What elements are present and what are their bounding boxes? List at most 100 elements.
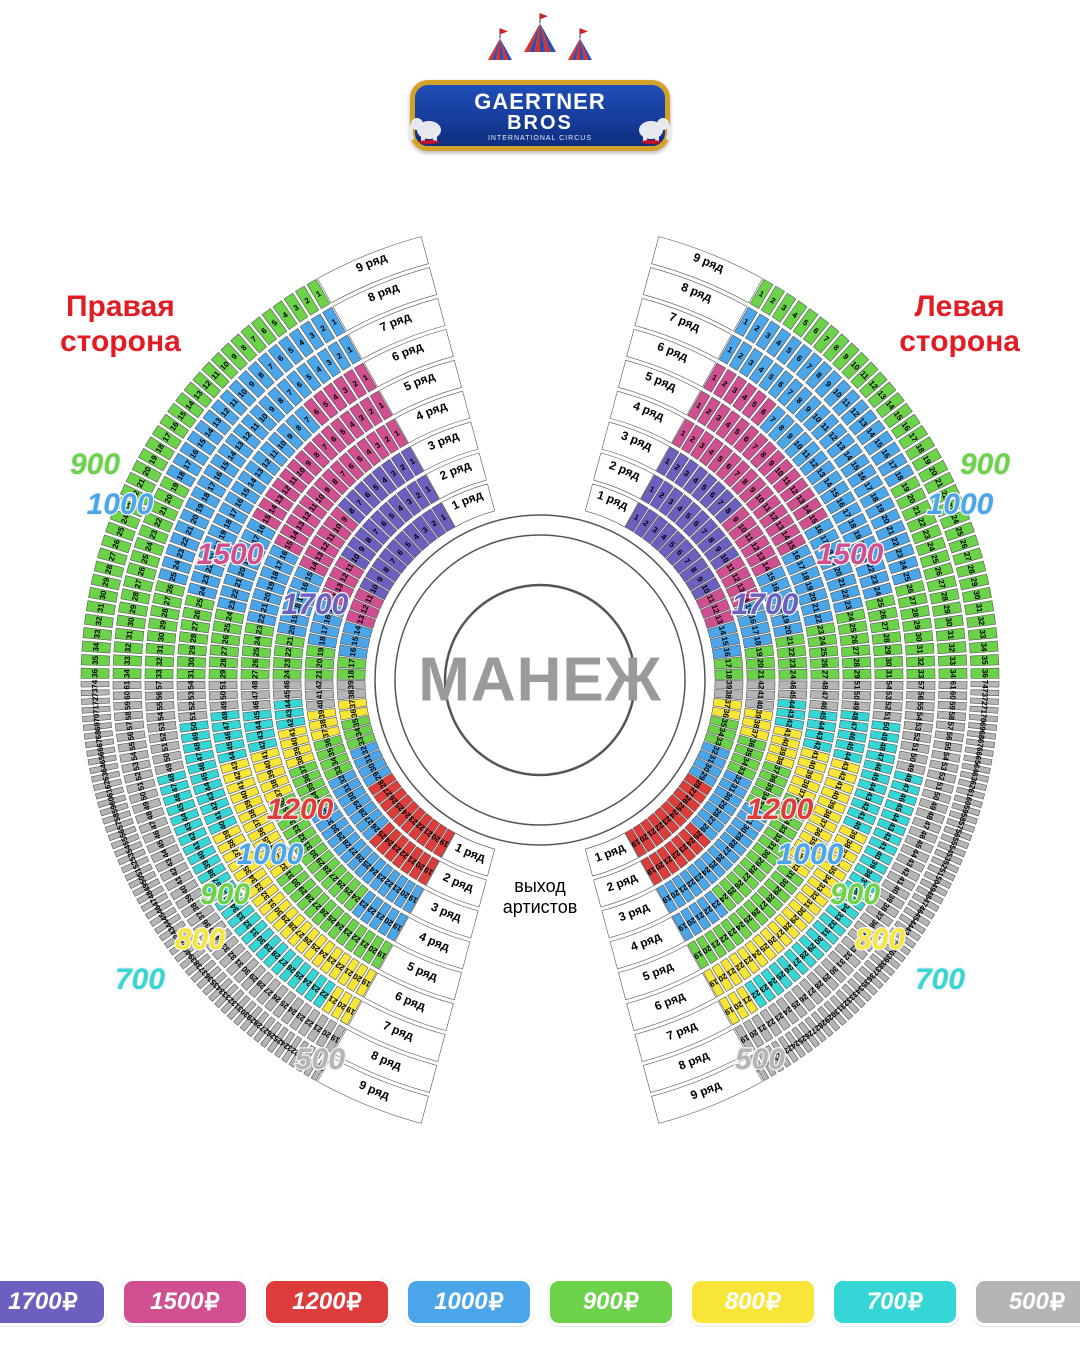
svg-text:58: 58 [947, 711, 957, 721]
arena-label: МАНЕЖ [418, 645, 662, 716]
svg-text:71: 71 [979, 705, 989, 715]
svg-text:48: 48 [820, 681, 829, 691]
svg-text:32: 32 [94, 615, 104, 626]
svg-text:51: 51 [882, 711, 892, 721]
svg-text:32: 32 [947, 643, 957, 653]
svg-text:52: 52 [187, 700, 197, 710]
svg-text:54: 54 [129, 751, 140, 762]
svg-text:33: 33 [92, 629, 102, 639]
svg-text:48: 48 [850, 711, 860, 721]
price-label-800: 800 [855, 923, 905, 957]
svg-text:59: 59 [123, 700, 133, 710]
svg-text:45: 45 [788, 690, 798, 700]
svg-text:46: 46 [847, 731, 858, 742]
svg-text:50: 50 [908, 752, 919, 763]
svg-text:30: 30 [156, 632, 166, 642]
svg-text:30: 30 [944, 617, 954, 628]
logo-plaque: GAERTNER BROS INTERNATIONAL CIRCUS [410, 80, 670, 151]
svg-text:54: 54 [914, 711, 924, 721]
svg-text:21: 21 [314, 669, 323, 679]
price-label-500: 500 [735, 1043, 785, 1077]
price-label-800: 800 [175, 923, 225, 957]
svg-text:49: 49 [879, 731, 889, 742]
price-label-700: 700 [915, 963, 965, 997]
svg-text:36: 36 [980, 669, 989, 679]
svg-text:31: 31 [125, 629, 135, 639]
svg-text:46: 46 [788, 680, 797, 690]
svg-text:29: 29 [187, 645, 197, 655]
svg-text:53: 53 [913, 722, 923, 732]
logo-line2: BROS [425, 113, 655, 133]
svg-text:51: 51 [218, 680, 227, 690]
svg-text:51: 51 [160, 742, 171, 753]
svg-text:40: 40 [755, 700, 765, 710]
svg-text:43: 43 [786, 709, 796, 720]
svg-text:60: 60 [123, 690, 132, 700]
svg-text:57: 57 [154, 680, 163, 690]
svg-text:56: 56 [155, 690, 164, 700]
svg-text:27: 27 [820, 670, 829, 680]
svg-text:46: 46 [819, 700, 829, 710]
svg-text:72: 72 [980, 696, 989, 706]
svg-text:43: 43 [255, 730, 266, 741]
svg-text:48: 48 [192, 741, 203, 752]
svg-text:55: 55 [155, 701, 165, 711]
svg-text:32: 32 [123, 642, 133, 652]
svg-text:51: 51 [852, 681, 861, 691]
price-label-900: 900 [830, 878, 880, 912]
svg-text:39: 39 [346, 680, 355, 690]
svg-text:28: 28 [219, 657, 229, 667]
svg-text:61: 61 [122, 680, 131, 690]
svg-text:49: 49 [190, 731, 200, 742]
svg-text:56: 56 [126, 731, 136, 742]
svg-text:33: 33 [948, 656, 957, 666]
svg-text:57: 57 [125, 720, 135, 730]
price-label-1200: 1200 [267, 793, 334, 827]
svg-text:26: 26 [221, 634, 231, 645]
svg-text:24: 24 [788, 670, 797, 680]
svg-text:22: 22 [786, 647, 796, 657]
svg-text:24: 24 [282, 669, 291, 679]
stage: GAERTNER BROS INTERNATIONAL CIRCUS Права… [0, 0, 1080, 1350]
svg-text:33: 33 [154, 669, 163, 679]
svg-text:55: 55 [915, 701, 925, 711]
svg-text:22: 22 [284, 647, 294, 657]
svg-text:48: 48 [877, 741, 888, 752]
svg-text:33: 33 [916, 669, 925, 679]
svg-text:20: 20 [756, 658, 766, 668]
svg-text:54: 54 [186, 680, 195, 690]
price-label-900: 900 [70, 448, 120, 482]
svg-text:53: 53 [884, 691, 893, 701]
svg-text:48: 48 [220, 710, 230, 720]
svg-text:44: 44 [253, 720, 263, 731]
svg-text:49: 49 [219, 700, 229, 710]
svg-text:52: 52 [883, 701, 893, 711]
svg-text:45: 45 [225, 740, 236, 751]
logo-line1: GAERTNER [425, 91, 655, 113]
svg-text:32: 32 [155, 656, 164, 666]
legend-pill-900: 900₽ [547, 1278, 675, 1326]
svg-text:19: 19 [754, 647, 764, 658]
svg-text:25: 25 [251, 647, 261, 657]
svg-text:54: 54 [884, 681, 893, 691]
legend-pill-1700: 1700₽ [0, 1278, 107, 1326]
svg-text:41: 41 [756, 690, 766, 700]
svg-text:20: 20 [315, 658, 325, 668]
price-legend: 1700₽1500₽1200₽1000₽900₽800₽700₽500₽ [0, 1278, 1080, 1326]
svg-text:50: 50 [162, 752, 173, 763]
price-label-1500: 1500 [197, 538, 264, 572]
svg-text:44: 44 [787, 699, 797, 709]
svg-text:56: 56 [944, 731, 954, 742]
svg-text:74: 74 [980, 680, 989, 690]
svg-text:57: 57 [945, 721, 955, 731]
svg-text:19: 19 [316, 647, 326, 658]
svg-text:26: 26 [820, 658, 830, 668]
svg-text:29: 29 [218, 669, 227, 679]
svg-text:53: 53 [157, 721, 167, 731]
svg-text:53: 53 [187, 690, 196, 700]
price-label-1200: 1200 [747, 793, 814, 827]
svg-text:46: 46 [251, 700, 261, 710]
svg-text:18: 18 [346, 669, 355, 679]
svg-text:35: 35 [980, 656, 989, 666]
svg-text:51: 51 [910, 742, 921, 753]
